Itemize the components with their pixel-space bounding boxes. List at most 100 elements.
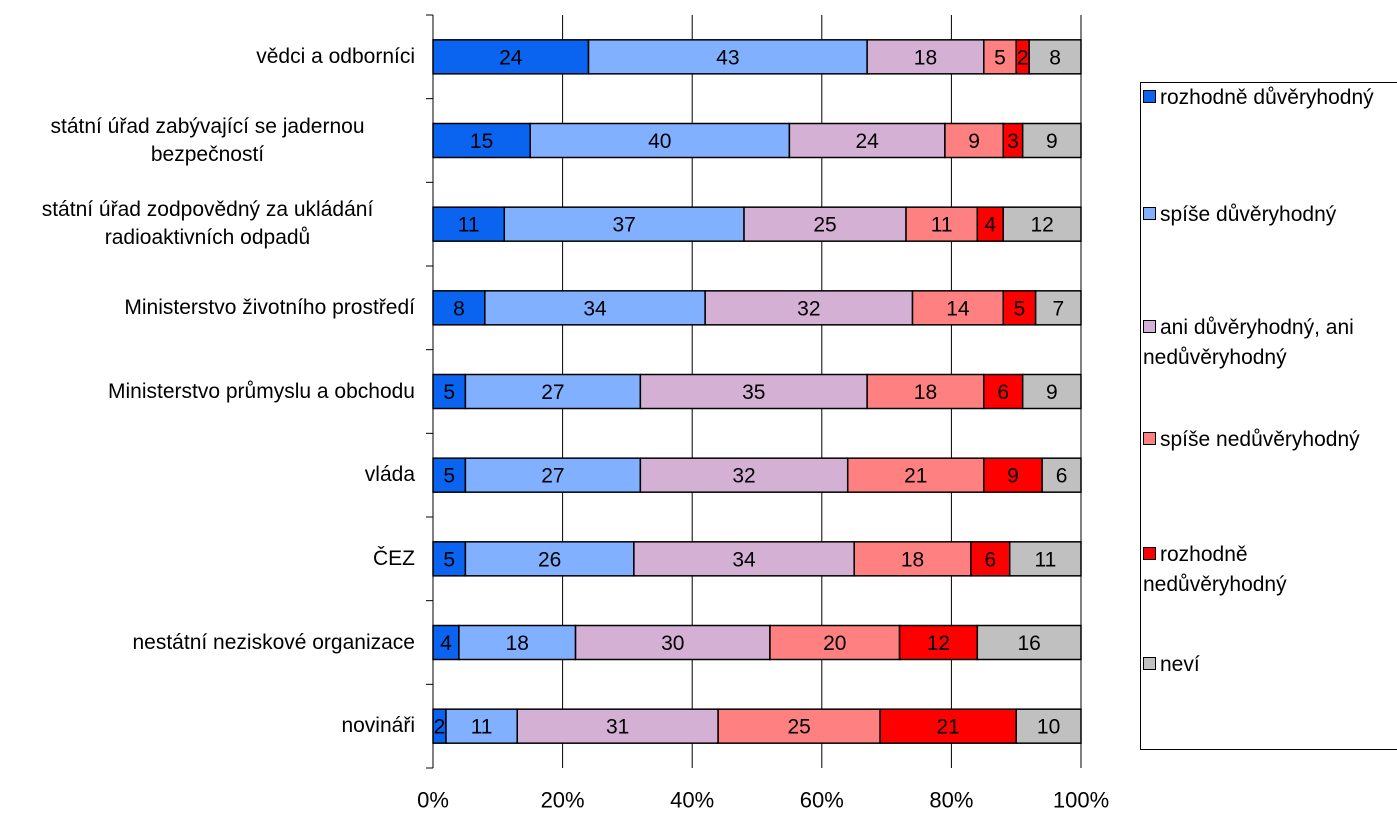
data-label: 9 xyxy=(1046,381,1058,404)
data-label: 31 xyxy=(606,716,629,739)
category-label: vláda xyxy=(364,463,415,487)
data-label: 5 xyxy=(443,465,455,488)
legend-item: spíše nedůvěryhodný xyxy=(1143,425,1393,455)
data-label: 9 xyxy=(968,130,980,153)
data-label: 5 xyxy=(1014,297,1026,320)
bar-segment xyxy=(704,290,914,326)
data-label: 16 xyxy=(1017,632,1040,655)
data-label: 6 xyxy=(997,381,1009,404)
data-label: 21 xyxy=(936,716,959,739)
data-label: 18 xyxy=(914,46,937,69)
data-label: 26 xyxy=(538,548,561,571)
bar-segment xyxy=(432,541,467,577)
bar-segment xyxy=(464,541,635,577)
data-label: 4 xyxy=(440,632,452,655)
data-label: 24 xyxy=(499,46,523,69)
legend-label: neví xyxy=(1160,653,1200,676)
legend-marker xyxy=(1143,547,1156,560)
bar-segment xyxy=(529,122,791,159)
bar-segment xyxy=(898,624,979,661)
legend-item: rozhodně důvěryhodný xyxy=(1143,83,1393,113)
category-label: státní úřad zabývající se jadernou bezpe… xyxy=(50,114,365,166)
data-label: 24 xyxy=(855,130,879,153)
data-label: 15 xyxy=(470,130,493,153)
x-tick-label: 40% xyxy=(670,788,714,813)
legend-item: ani důvěryhodný, ani nedůvěryhodný xyxy=(1143,313,1393,373)
data-label: 30 xyxy=(661,632,684,655)
bar-segment xyxy=(458,624,577,661)
bar-segment xyxy=(866,373,985,410)
category-label: Ministerstvo životního prostředí xyxy=(124,295,415,319)
legend-item: spíše důvěryhodný xyxy=(1143,200,1393,230)
data-label: 12 xyxy=(1030,214,1053,237)
bar-segment xyxy=(639,373,868,410)
data-label: 25 xyxy=(813,214,836,237)
data-label: 11 xyxy=(458,214,480,237)
bar-segment xyxy=(432,290,486,326)
legend-item: rozhodně nedůvěryhodný xyxy=(1143,540,1393,600)
x-tick-label: 20% xyxy=(541,788,585,813)
bar-segment xyxy=(633,541,855,577)
data-label: 18 xyxy=(914,381,937,404)
legend-marker xyxy=(1143,207,1156,220)
data-label: 14 xyxy=(946,297,970,320)
data-label: 21 xyxy=(904,465,927,488)
data-label: 6 xyxy=(1056,465,1068,488)
bar-segment xyxy=(1008,541,1082,577)
data-label: 34 xyxy=(583,297,607,320)
category-label-box: státní úřad zodpovědný za ukládání radio… xyxy=(0,196,415,252)
category-label-box: vědci a odborníci xyxy=(0,43,415,71)
data-label: 25 xyxy=(787,716,810,739)
data-label: 40 xyxy=(648,130,671,153)
bar-segment xyxy=(574,624,771,661)
data-label: 5 xyxy=(443,548,455,571)
legend: rozhodně důvěryhodný spíše důvěryhodný ani… xyxy=(1140,82,1397,750)
x-tick-label: 0% xyxy=(417,788,449,813)
data-label: 6 xyxy=(984,548,996,571)
data-label: 2 xyxy=(434,716,446,739)
data-label: 32 xyxy=(732,465,755,488)
bar-segment xyxy=(1034,290,1082,326)
x-tick-label: 80% xyxy=(929,788,973,813)
bar-segment xyxy=(464,373,642,410)
bar-segment xyxy=(432,373,467,410)
category-label-box: novináři xyxy=(0,712,415,740)
legend-marker xyxy=(1143,657,1156,670)
bar-segment xyxy=(639,457,849,493)
data-label: 27 xyxy=(541,381,564,404)
data-label: 34 xyxy=(732,548,756,571)
bar-segment xyxy=(1028,39,1082,75)
bar-segment xyxy=(853,541,972,577)
bar-segment xyxy=(1021,373,1082,410)
bar-segment xyxy=(976,624,1082,661)
bar-segment xyxy=(769,624,901,661)
category-label: vědci a odborníci xyxy=(256,44,415,68)
bar-segment xyxy=(503,206,745,242)
data-label: 7 xyxy=(1052,297,1064,320)
bar-segment xyxy=(970,541,1011,577)
legend-label: rozhodně nedůvěryhodný xyxy=(1143,543,1287,596)
legend-item: neví xyxy=(1143,650,1393,680)
legend-label: ani důvěryhodný, ani nedůvěryhodný xyxy=(1143,316,1354,369)
legend-marker xyxy=(1143,320,1156,333)
category-label-box: ČEZ xyxy=(0,545,415,573)
data-label: 18 xyxy=(506,632,529,655)
bar-segment xyxy=(905,206,979,242)
category-label: ČEZ xyxy=(373,546,415,570)
bar-segment xyxy=(788,122,946,159)
bar-segment xyxy=(432,206,506,242)
legend-label: spíše nedůvěryhodný xyxy=(1160,428,1360,451)
bar-segment xyxy=(432,122,531,159)
category-label-box: státní úřad zabývající se jadernou bezpe… xyxy=(0,113,415,169)
bar-segment xyxy=(432,39,590,75)
data-label: 5 xyxy=(994,46,1006,69)
x-tick-label: 60% xyxy=(800,788,844,813)
data-label: 9 xyxy=(1046,130,1058,153)
data-label: 27 xyxy=(541,465,564,488)
data-label: 37 xyxy=(612,214,635,237)
legend-marker xyxy=(1143,90,1156,103)
bar-segment xyxy=(1021,122,1082,159)
data-label: 18 xyxy=(901,548,924,571)
data-label: 11 xyxy=(931,214,953,237)
